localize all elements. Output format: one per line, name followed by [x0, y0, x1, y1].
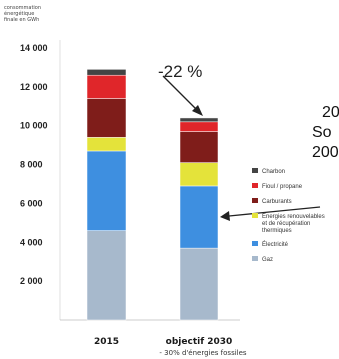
bar-segment — [179, 162, 219, 187]
partial-text-line: So — [312, 124, 332, 141]
pointer-arrow — [228, 206, 321, 217]
bar-segment — [179, 185, 219, 249]
partial-text-line: 200 — [312, 144, 339, 161]
y-axis-title-line: consommation — [4, 5, 41, 11]
legend-label: Gaz — [262, 257, 273, 263]
reduction-annotation: -22 % — [158, 62, 202, 81]
reduction-arrow-head — [192, 105, 203, 116]
x-category-note: - 30% d'énergies fossiles — [159, 349, 247, 357]
legend-label: Énergies renouvelables — [262, 213, 325, 220]
y-tick-label: 2 000 — [20, 276, 43, 286]
bar-segment — [86, 150, 127, 231]
legend-swatch — [252, 256, 258, 261]
annotation-arrows — [162, 75, 321, 221]
bar-segment — [179, 117, 219, 123]
y-axis-title-line: finale en GWh — [4, 17, 39, 23]
legend-swatch — [252, 241, 258, 246]
y-tick-label: 8 000 — [20, 160, 43, 170]
legend-swatch — [252, 213, 258, 218]
y-tick-label: 10 000 — [20, 121, 48, 131]
x-tick-label: 2015 — [94, 337, 119, 347]
legend-swatch — [252, 198, 258, 203]
legend-label: Carburants — [262, 199, 292, 205]
y-tick-label: 4 000 — [20, 237, 43, 247]
y-tick-label: 6 000 — [20, 198, 43, 208]
y-axis-ticks: 2 000 4 000 6 000 8 000 10 000 12 000 14 000 — [20, 43, 48, 286]
partial-text: 20 So 200 — [312, 104, 339, 161]
legend-label: Électricité — [262, 241, 289, 248]
bar-segment — [86, 69, 127, 76]
pointer-arrow-head — [220, 211, 230, 221]
bar-segment — [86, 74, 127, 99]
y-tick-label: 12 000 — [20, 82, 48, 92]
y-axis-title-line: énergétique — [4, 10, 34, 17]
x-axis-ticks: 2015 objectif 2030 — [94, 337, 232, 347]
bar-segment — [179, 121, 219, 132]
legend-label: thermiques — [262, 228, 292, 234]
legend-swatch — [252, 183, 258, 188]
bar-segment — [86, 98, 127, 138]
legend-label: et de récupération — [262, 221, 310, 227]
bar-segment — [86, 137, 127, 152]
y-tick-label: 14 000 — [20, 43, 48, 53]
legend-label: Fioul / propane — [262, 184, 303, 190]
bar-segment — [86, 230, 127, 321]
reduction-arrow — [162, 75, 198, 111]
legend-swatch — [252, 168, 258, 173]
bar-segment — [179, 247, 219, 321]
x-tick-label: objectif 2030 — [166, 337, 233, 347]
bar-segment — [179, 131, 219, 163]
stacked-bars — [86, 69, 219, 321]
legend-label: Charbon — [262, 169, 285, 175]
partial-text-line: 20 — [322, 104, 339, 121]
legend: Charbon Fioul / propane Carburants Énergies… — [252, 168, 325, 263]
